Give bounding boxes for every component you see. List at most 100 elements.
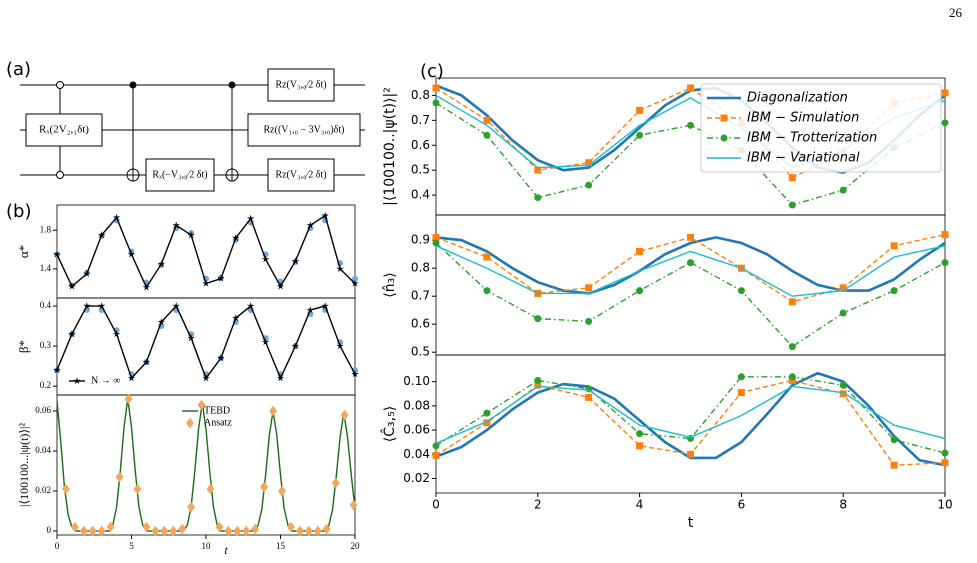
y-axis-label: ⟨n̂₃⟩: [382, 272, 398, 297]
y-tick-label: 0.6: [411, 317, 430, 331]
gate-label: Rₓ(2V₂,₁δt): [39, 124, 89, 136]
y-axis-label: β*: [16, 340, 31, 353]
marker: [890, 436, 898, 444]
marker: [788, 298, 796, 306]
marker: [169, 525, 178, 537]
marker: [890, 242, 898, 250]
x-tick-label: 2: [534, 498, 542, 512]
marker: [97, 302, 106, 310]
marker: [142, 521, 151, 533]
gate-box: [267, 158, 335, 192]
marker: [432, 84, 440, 92]
plot-frame: [435, 354, 946, 494]
marker: [83, 269, 91, 277]
y-tick-label: 1.8: [40, 224, 52, 234]
chart: 0.4 0.5 0.6 0.7 0.8 |⟨100100..|ψ(t)⟩|² Diagona…: [382, 77, 949, 216]
marker: [737, 373, 745, 381]
marker: [687, 233, 694, 241]
legend-label: IBM − Simulation: [747, 111, 859, 126]
legend-label: IBM − Variational: [747, 151, 860, 166]
marker: [260, 481, 269, 493]
marker: [112, 213, 121, 221]
marker: [115, 471, 124, 483]
legend-label: N → ∞: [91, 375, 120, 386]
marker: [737, 389, 745, 397]
marker: [127, 374, 136, 382]
marker: [70, 521, 79, 533]
y-tick-label: 0.4: [411, 188, 430, 202]
marker: [127, 250, 136, 258]
marker: [737, 287, 745, 295]
marker: [941, 89, 949, 97]
marker: [585, 393, 593, 401]
chart: 0.5 0.6 0.7 0.8 0.9 ⟨n̂₃⟩: [382, 214, 949, 359]
x-axis-label: t: [224, 543, 228, 557]
marker: [720, 134, 728, 142]
gate-label: Rz(V₃,₀⁄2 δt): [275, 169, 326, 180]
marker: [788, 174, 796, 182]
series-line: [435, 236, 946, 295]
marker: [432, 442, 440, 450]
marker: [941, 119, 949, 127]
y-tick-label: 0.7: [411, 289, 430, 303]
y-tick-label: 0.9: [411, 233, 430, 247]
marker: [636, 131, 644, 139]
legend-box: [700, 83, 942, 173]
marker: [483, 287, 491, 295]
gate-box: [145, 158, 215, 192]
marker: [133, 483, 142, 495]
series-line: [435, 245, 946, 297]
marker: [432, 233, 440, 241]
y-tick-label: 1.4: [40, 263, 52, 273]
marker: [186, 417, 194, 429]
marker: [291, 257, 300, 265]
marker: [286, 521, 295, 533]
marker: [202, 374, 210, 382]
marker: [251, 523, 260, 535]
marker: [83, 302, 91, 310]
marker: [206, 483, 215, 495]
marker: [172, 221, 180, 229]
marker: [61, 483, 70, 495]
marker: [483, 131, 491, 139]
x-axis-label: t: [688, 515, 694, 531]
marker: [306, 306, 315, 314]
y-tick-label: 0.06: [403, 423, 430, 437]
marker: [636, 287, 644, 295]
marker: [788, 343, 796, 351]
marker: [233, 525, 242, 537]
marker: [79, 525, 88, 537]
y-axis-label: ⟨Ĉ₃,₅⟩: [380, 406, 398, 442]
gate-box: [25, 113, 103, 147]
y-tick-label: 0.3: [40, 340, 52, 350]
gate-label: Rₓ(−V₃,₀⁄2 δt): [152, 169, 207, 180]
marker: [53, 366, 61, 374]
marker: [351, 279, 359, 287]
marker: [73, 377, 81, 385]
marker: [534, 315, 542, 323]
x-tick-label: 4: [636, 498, 644, 512]
chart: 0.2 0.3 0.4 β* N → ∞: [16, 297, 359, 396]
y-tick-label: 0.5: [411, 163, 430, 177]
series-line: [435, 242, 946, 348]
marker: [295, 525, 304, 537]
x-tick-label: 5: [129, 541, 134, 551]
x-tick-label: 8: [839, 498, 847, 512]
y-tick-label: 0.7: [411, 113, 430, 127]
marker: [142, 358, 151, 366]
marker: [112, 330, 121, 338]
marker: [432, 239, 440, 247]
marker: [585, 317, 593, 325]
marker: [432, 451, 440, 459]
marker: [157, 318, 166, 326]
marker: [534, 381, 542, 389]
marker: [636, 430, 644, 438]
y-tick-label: 0.2: [40, 380, 51, 390]
circuit: Rₓ(2V₂,₁δt) Rₓ(−V₃,₀⁄2 δt) Rz(V₃,₀⁄2 δt)…: [20, 68, 365, 192]
panel-label: (c): [420, 61, 444, 82]
marker: [534, 194, 542, 202]
marker: [331, 477, 340, 489]
y-axis-label: |⟨100100..|ψ(t)⟩|²: [382, 87, 398, 206]
y-axis-label: α*: [16, 245, 31, 258]
x-tick-label: 0: [55, 541, 60, 551]
